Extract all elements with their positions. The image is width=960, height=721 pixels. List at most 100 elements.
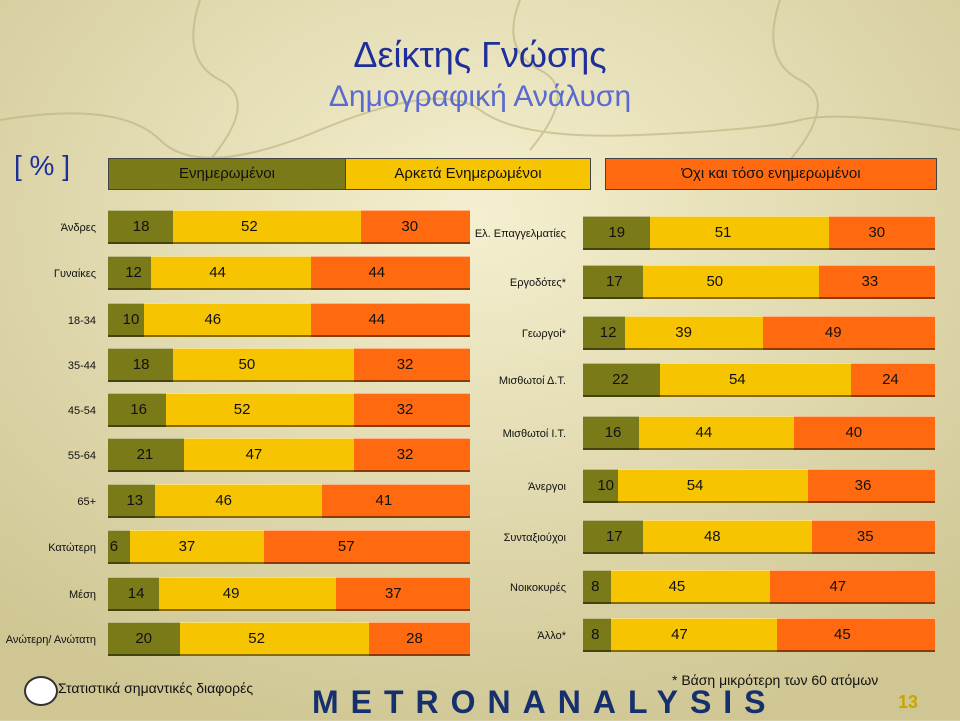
data-label: 37 <box>384 585 402 602</box>
data-label: 32 <box>396 401 414 418</box>
page-title: Δείκτης Γνώσης <box>353 34 607 75</box>
bar-segment <box>129 530 264 564</box>
bar-segment <box>583 265 643 299</box>
bar-segment <box>310 256 470 290</box>
bar-segment <box>108 393 166 427</box>
data-label: 44 <box>368 311 386 328</box>
bar-segment <box>583 469 619 503</box>
bar-segment <box>108 622 181 656</box>
bar-segment <box>184 438 355 472</box>
data-label: 13 <box>126 492 144 509</box>
bar-segment <box>583 363 661 397</box>
bar-segment <box>108 530 130 564</box>
bar-segment <box>361 210 470 244</box>
data-label: 57 <box>337 538 355 555</box>
data-label: 8 <box>591 626 600 643</box>
bar-segment <box>660 363 851 397</box>
bar-segment <box>108 210 174 244</box>
bar-segment <box>165 393 355 427</box>
data-label: 35 <box>856 528 874 545</box>
bar-segment <box>583 618 612 652</box>
legend-not-very-informed-label: Όχι και τόσο ενημερωμένοι <box>681 165 861 182</box>
data-label: 28 <box>406 630 423 647</box>
data-label: 52 <box>241 218 258 235</box>
data-label: 19 <box>608 224 626 241</box>
bar-segment <box>263 530 470 564</box>
bar-segment <box>583 316 626 350</box>
bar-segment <box>144 303 311 337</box>
data-label: 17 <box>605 273 623 290</box>
data-label: 52 <box>233 401 251 418</box>
legend-fairly-informed-label: Αρκετά Ενημερωμένοι <box>394 165 542 182</box>
row-label: Γυναίκες <box>53 268 96 280</box>
bar-segment <box>811 520 935 554</box>
data-label: 30 <box>868 224 886 241</box>
data-label: 12 <box>125 264 142 281</box>
data-label: 21 <box>136 446 154 463</box>
row-label: Μέση <box>69 589 96 601</box>
legend-informed: Ενημερωμένοι <box>108 158 346 190</box>
legend-informed-label: Ενημερωμένοι <box>179 165 275 182</box>
data-label: 48 <box>703 528 721 545</box>
row-label: Εργοδότες* <box>509 277 566 289</box>
data-label: 47 <box>671 626 688 643</box>
unit-label: [ % ] <box>14 150 71 181</box>
data-label: 45 <box>668 578 686 595</box>
data-label: 18 <box>132 218 150 235</box>
bar-segment <box>794 416 935 450</box>
bar-segment <box>354 438 470 472</box>
bar-segment <box>108 256 152 290</box>
row-label: Άνδρες <box>60 222 96 234</box>
data-label: 10 <box>597 477 614 494</box>
bar-segment <box>108 484 156 518</box>
bar-segment <box>108 348 174 382</box>
data-label: 20 <box>135 630 153 647</box>
data-label: 50 <box>706 273 724 290</box>
bar-segment <box>155 484 322 518</box>
data-label: 49 <box>824 324 842 341</box>
row-label: 65+ <box>77 496 96 508</box>
data-label: 49 <box>222 585 240 602</box>
significance-note: Στατιστικά σημαντικές διαφορές <box>58 680 254 696</box>
bar-segment <box>818 265 935 299</box>
bar-segment <box>583 216 650 250</box>
row-label: 18-34 <box>67 315 96 327</box>
bar-segment <box>776 618 935 652</box>
data-label: 16 <box>604 424 622 441</box>
bar-segment <box>173 210 362 244</box>
bar-segment <box>829 216 935 250</box>
base-note: * Βάση μικρότερη των 60 ατόμων <box>672 672 879 688</box>
data-label: 44 <box>368 264 386 281</box>
bar-segment <box>642 265 819 299</box>
legend-not-very-informed: Όχι και τόσο ενημερωμένοι <box>605 158 937 190</box>
data-label: 47 <box>245 446 263 463</box>
data-label: 33 <box>861 273 879 290</box>
row-label: Ελ. Επαγγελματίες <box>474 228 566 240</box>
bar-segment <box>808 469 935 503</box>
bar-segment <box>769 570 935 604</box>
bar-segment <box>108 577 159 611</box>
row-label: 35-44 <box>67 360 96 372</box>
data-label: 17 <box>605 528 623 545</box>
row-label: 45-54 <box>67 405 96 417</box>
bar-segment <box>618 469 809 503</box>
data-label: 36 <box>854 477 872 494</box>
row-label: Μισθωτοί Ι.Τ. <box>502 428 566 440</box>
bar-segment <box>583 520 643 554</box>
data-label: 41 <box>375 492 393 509</box>
data-label: 46 <box>204 311 222 328</box>
row-label: Ανώτερη/ Ανώτατη <box>5 634 96 646</box>
bar-segment <box>649 216 830 250</box>
bar-segment <box>850 363 935 397</box>
row-label: Άνεργοι <box>528 481 566 493</box>
bar-segment <box>625 316 763 350</box>
row-label: Γεωργοί* <box>521 328 566 340</box>
page-subtitle: Δημογραφική Ανάλυση <box>328 80 632 113</box>
bar-segment <box>336 577 470 611</box>
data-label: 50 <box>238 356 256 373</box>
bar-segment <box>158 577 337 611</box>
legend-fairly-informed: Αρκετά Ενημερωμένοι <box>345 158 591 190</box>
bar-segment <box>310 303 470 337</box>
bar-segment <box>354 348 470 382</box>
bar-segment <box>583 570 612 604</box>
